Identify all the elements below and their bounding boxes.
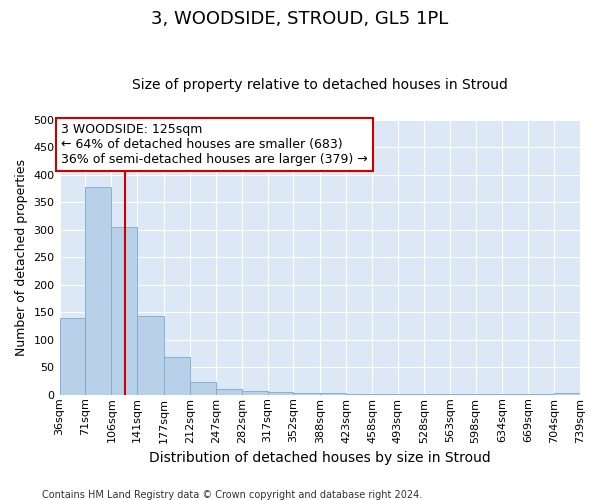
Bar xyxy=(216,390,242,395)
Text: 3, WOODSIDE, STROUD, GL5 1PL: 3, WOODSIDE, STROUD, GL5 1PL xyxy=(151,10,449,28)
Bar xyxy=(268,392,293,395)
Bar xyxy=(398,394,424,395)
Bar xyxy=(320,393,346,395)
Bar xyxy=(59,318,85,395)
Bar xyxy=(85,186,112,395)
Bar xyxy=(502,394,528,395)
Bar xyxy=(528,394,554,395)
Bar xyxy=(424,394,450,395)
Bar xyxy=(372,394,398,395)
X-axis label: Distribution of detached houses by size in Stroud: Distribution of detached houses by size … xyxy=(149,451,491,465)
Text: Contains HM Land Registry data © Crown copyright and database right 2024.: Contains HM Land Registry data © Crown c… xyxy=(42,490,422,500)
Bar xyxy=(137,316,164,395)
Bar xyxy=(112,227,137,395)
Bar xyxy=(554,392,580,395)
Bar xyxy=(293,393,320,395)
Bar xyxy=(346,394,372,395)
Y-axis label: Number of detached properties: Number of detached properties xyxy=(15,158,28,356)
Bar xyxy=(242,391,268,395)
Bar xyxy=(476,394,502,395)
Bar xyxy=(190,382,216,395)
Bar xyxy=(164,358,190,395)
Bar xyxy=(450,394,476,395)
Title: Size of property relative to detached houses in Stroud: Size of property relative to detached ho… xyxy=(132,78,508,92)
Text: 3 WOODSIDE: 125sqm
← 64% of detached houses are smaller (683)
36% of semi-detach: 3 WOODSIDE: 125sqm ← 64% of detached hou… xyxy=(61,124,368,166)
